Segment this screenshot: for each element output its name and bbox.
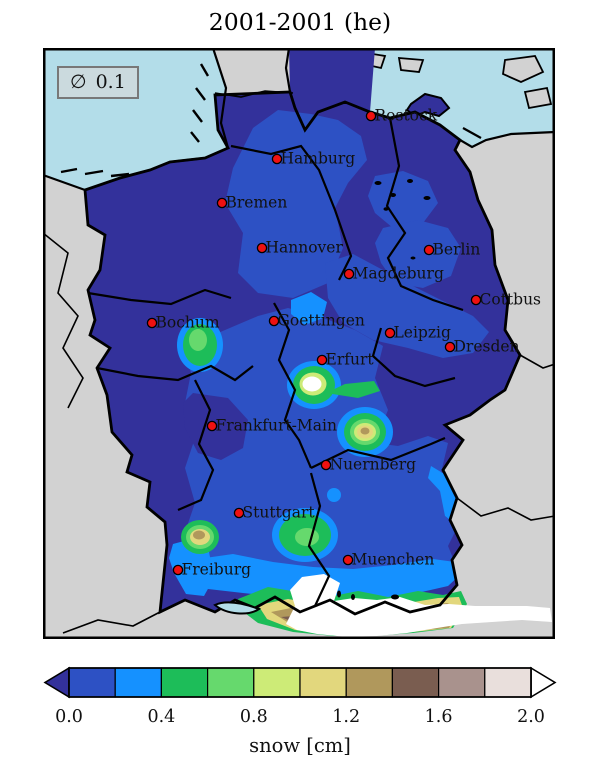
city-label-dresden: Dresden xyxy=(454,338,520,356)
colorbar-over-arrow xyxy=(530,666,557,699)
colorbar-segment-0 xyxy=(68,667,116,698)
germany-snow-map: Rostock Hamburg Bremen Hannover Berlin Magdeb… xyxy=(42,47,556,639)
lake-constance xyxy=(213,601,262,615)
city-label-freiburg: Freiburg xyxy=(182,561,252,579)
city-marker-freiburg xyxy=(172,564,184,576)
city-label-rostock: Rostock xyxy=(375,107,438,125)
city-label-hamburg: Hamburg xyxy=(281,150,356,168)
colorbar-segment-8 xyxy=(438,667,486,698)
colorbar-outline xyxy=(68,667,532,698)
city-label-berlin: Berlin xyxy=(433,241,481,259)
city-marker-berlin xyxy=(423,244,435,256)
colorbar-segment-9 xyxy=(484,667,532,698)
fichtelgebirge-peak xyxy=(360,427,370,435)
city-marker-leipzig xyxy=(384,327,396,339)
city-marker-hannover xyxy=(256,242,268,254)
colorbar-area: 0.0 0.4 0.8 1.2 1.6 2.0 snow [cm] xyxy=(0,658,600,780)
city-label-goettingen: Goettingen xyxy=(278,312,365,330)
city-marker-erfurt xyxy=(316,354,328,366)
city-marker-goettingen xyxy=(268,315,280,327)
city-label-magdeburg: Magdeburg xyxy=(353,265,444,283)
colorbar-segment-6 xyxy=(345,667,394,698)
contour-highlands xyxy=(181,324,386,556)
colorbar-tick-2.0: 2.0 xyxy=(517,707,545,727)
city-marker-cottbus xyxy=(470,294,482,306)
map-area: Rostock Hamburg Bremen Hannover Berlin Magdeb… xyxy=(42,47,556,639)
city-marker-nuernberg xyxy=(320,459,332,471)
city-marker-bochum xyxy=(146,317,158,329)
city-label-nuernberg: Nuernberg xyxy=(330,456,417,474)
city-label-hannover: Hannover xyxy=(266,239,344,257)
colorbar-segment-3 xyxy=(207,667,255,698)
rhoen-peak-over-2cm xyxy=(302,376,322,392)
north-frisian-islands xyxy=(190,63,210,143)
city-label-cottbus: Cottbus xyxy=(480,291,542,309)
colorbar-under-arrow xyxy=(43,666,70,699)
city-marker-dresden xyxy=(444,341,456,353)
city-marker-bremen xyxy=(216,197,228,209)
city-label-muenchen: Muenchen xyxy=(352,551,435,569)
city-marker-magdeburg xyxy=(343,268,355,280)
lakes xyxy=(337,179,431,600)
germany-border xyxy=(83,90,522,616)
colorbar-segment-7 xyxy=(391,667,440,698)
city-label-bochum: Bochum xyxy=(156,314,220,332)
mean-badge: ∅ 0.1 xyxy=(57,66,139,99)
colorbar-tick-1.6: 1.6 xyxy=(425,707,453,727)
black-forest-peak xyxy=(193,530,205,540)
colorbar-segment-2 xyxy=(160,667,209,698)
colorbar-tick-1.2: 1.2 xyxy=(332,707,360,727)
city-marker-frankfurt-main xyxy=(206,420,218,432)
mean-value: 0.1 xyxy=(95,71,126,93)
colorbar-segment-4 xyxy=(253,667,301,698)
city-marker-muenchen xyxy=(342,554,354,566)
colorbar: 0.0 0.4 0.8 1.2 1.6 2.0 snow [cm] xyxy=(43,666,557,757)
colorbar-label: snow [cm] xyxy=(249,734,351,757)
colorbar-segment-1 xyxy=(114,667,162,698)
colorbar-tick-labels: 0.0 0.4 0.8 1.2 1.6 2.0 xyxy=(55,707,545,727)
city-label-leipzig: Leipzig xyxy=(394,324,451,342)
city-markers: Rostock Hamburg Bremen Hannover Berlin Magdeb… xyxy=(146,107,542,579)
state-borders xyxy=(87,117,464,607)
map-frame xyxy=(43,48,555,639)
colorbar-segment-5 xyxy=(299,667,347,698)
plot-title: 2001-2001 (he) xyxy=(208,8,392,36)
colorbar-tick-0.4: 0.4 xyxy=(147,707,175,727)
city-marker-hamburg xyxy=(271,153,283,165)
city-label-frankfurt-main: Frankfurt-Main xyxy=(216,417,337,435)
colorbar-tick-0.8: 0.8 xyxy=(240,707,268,727)
city-marker-stuttgart xyxy=(233,507,245,519)
city-marker-rostock xyxy=(365,110,377,122)
city-label-stuttgart: Stuttgart xyxy=(243,504,316,522)
mean-symbol: ∅ xyxy=(70,71,87,93)
city-label-erfurt: Erfurt xyxy=(326,351,375,369)
colorbar-tick-0.0: 0.0 xyxy=(55,707,83,727)
alps-over-2cm xyxy=(286,574,552,637)
frisian-islands xyxy=(60,167,176,183)
colorbar-segments xyxy=(68,667,532,698)
city-label-bremen: Bremen xyxy=(226,194,288,212)
